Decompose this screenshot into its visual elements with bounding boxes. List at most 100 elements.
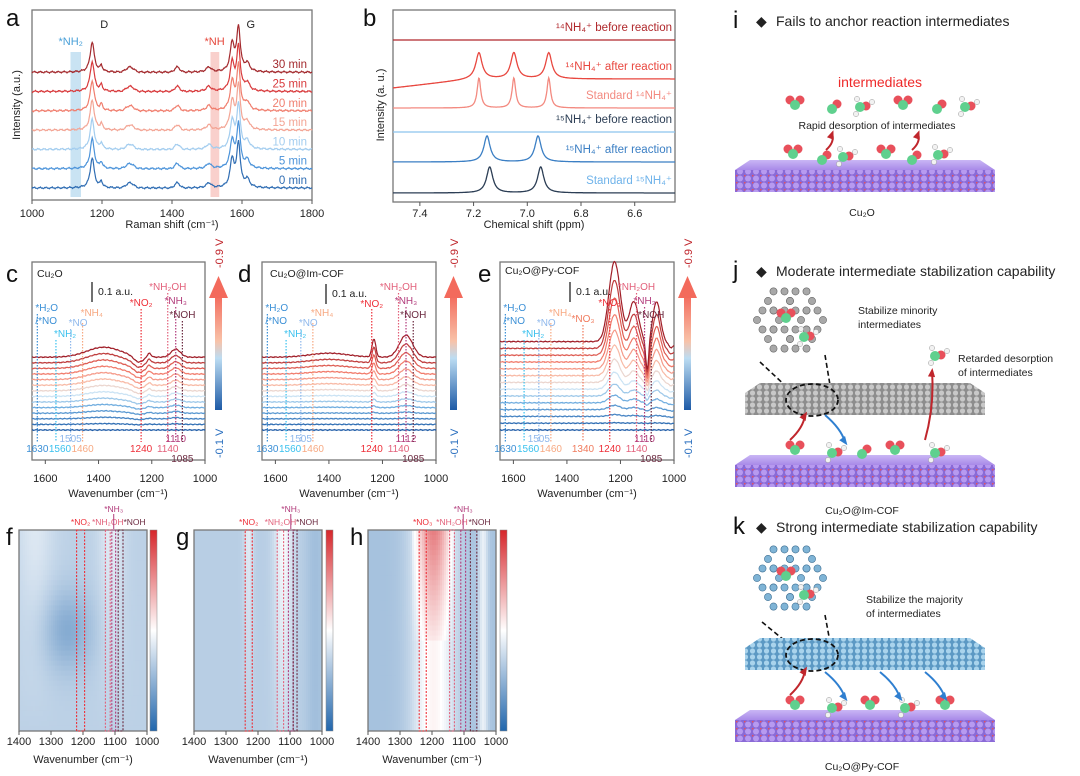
heatmap-cell	[141, 715, 144, 722]
heatmap-cell	[67, 625, 70, 631]
heatmap-cell	[79, 720, 82, 727]
heatmap-cell	[266, 655, 269, 662]
potential-arrow-bar	[215, 295, 222, 410]
heatmap-cell	[252, 665, 255, 672]
heatmap-cell	[280, 715, 283, 722]
heatmap-cell	[278, 715, 281, 722]
heatmap-cell	[256, 690, 259, 697]
heatmap-cell	[252, 685, 255, 692]
heatmap-cell	[139, 530, 142, 536]
heatmap-cell	[143, 675, 146, 682]
x-tick-label: 1400	[86, 473, 110, 485]
heatmap-cell	[141, 585, 144, 591]
heatmap-cell	[268, 700, 271, 707]
peak-label: G	[247, 19, 256, 31]
heatmap-cell	[127, 545, 130, 551]
heatmap-cell	[204, 715, 207, 722]
heatmap-cell	[266, 585, 269, 591]
heatmap-cell	[29, 710, 32, 717]
heatmap-cell	[232, 705, 235, 712]
marker-label: *NH₃	[165, 296, 187, 307]
heatmap-cell	[89, 620, 92, 626]
heatmap-cell	[258, 690, 261, 697]
heatmap-cell	[208, 665, 211, 672]
heatmap-cell	[51, 660, 54, 667]
heatmap-cell	[274, 645, 277, 652]
heatmap-cell	[27, 545, 30, 551]
heatmap-cell	[276, 565, 279, 571]
heatmap-cell	[280, 665, 283, 672]
heatmap-cell	[93, 555, 96, 561]
heatmap-cell	[272, 540, 275, 546]
heatmap-cell	[49, 565, 52, 571]
potential-spectrum-line	[31, 352, 206, 369]
heatmap-cell	[121, 560, 124, 566]
heatmap-cell	[280, 720, 283, 727]
heatmap-cell	[91, 540, 94, 546]
heatmap-cell	[97, 665, 100, 672]
x-tick-label: 1600	[263, 473, 287, 485]
heatmap-cell	[212, 560, 215, 566]
heatmap-cell	[198, 570, 201, 576]
heatmap-cell	[228, 650, 231, 657]
heatmap-cell	[286, 560, 289, 566]
heatmap-cell	[129, 625, 132, 631]
heatmap-cell	[143, 670, 146, 677]
marker-wavenumber: 1460	[540, 444, 563, 455]
heatmap-cell	[256, 695, 259, 702]
heatmap-cell	[256, 625, 259, 631]
heatmap-cell	[21, 545, 24, 551]
heatmap-cell	[284, 605, 287, 611]
heatmap-cell	[85, 720, 88, 727]
heatmap-cell	[95, 660, 98, 667]
heatmap-cell	[33, 670, 36, 677]
heatmap-cell	[250, 560, 253, 566]
heatmap-cell	[57, 620, 60, 626]
heatmap-cell	[81, 690, 84, 697]
heatmap-cell	[69, 705, 72, 712]
heatmap-cell	[218, 530, 221, 536]
heatmap-cell	[63, 620, 66, 626]
heatmap-cell	[202, 640, 205, 646]
heatmap-cell	[69, 600, 72, 606]
heatmap-cell	[119, 690, 122, 697]
heatmap-cell	[91, 700, 94, 707]
heatmap-cell	[230, 715, 233, 722]
heatmap-cell	[87, 665, 90, 672]
heatmap-cell	[236, 580, 239, 586]
heatmap-cell	[73, 625, 76, 631]
heatmap-cell	[222, 595, 225, 601]
heatmap-cell	[93, 685, 96, 692]
heatmap-cell	[63, 590, 66, 596]
heatmap-cell	[141, 535, 144, 541]
heatmap-cell	[23, 640, 26, 646]
heatmap-cell	[21, 550, 24, 556]
heatmap-cell	[290, 700, 293, 707]
heatmap-cell	[85, 560, 88, 566]
heatmap-cell	[234, 580, 237, 586]
heatmap-cell	[115, 575, 118, 581]
heatmap-cell	[97, 635, 100, 641]
heatmap-cell	[19, 675, 22, 682]
heatmap-cell	[198, 600, 201, 606]
heatmap-cell	[33, 580, 36, 586]
heatmap-cell	[49, 585, 52, 591]
heatmap-cell	[262, 540, 265, 546]
heatmap-cell	[260, 570, 263, 576]
heatmap-cell	[127, 685, 130, 692]
heatmap-cell	[280, 685, 283, 692]
heatmap-cell	[224, 555, 227, 561]
heatmap-cell	[212, 640, 215, 646]
heatmap-cell	[246, 640, 249, 646]
heatmap-cell	[121, 710, 124, 717]
heatmap-cell	[97, 565, 100, 571]
heatmap-cell	[204, 650, 207, 657]
heatmap-cell	[294, 620, 297, 626]
heatmap-cell	[51, 530, 54, 536]
heatmap-cell	[266, 645, 269, 652]
heatmap-cell	[228, 545, 231, 551]
heatmap-cell	[204, 625, 207, 631]
heatmap-cell	[81, 530, 84, 536]
heatmap-cell	[276, 530, 279, 536]
heatmap-cell	[23, 575, 26, 581]
